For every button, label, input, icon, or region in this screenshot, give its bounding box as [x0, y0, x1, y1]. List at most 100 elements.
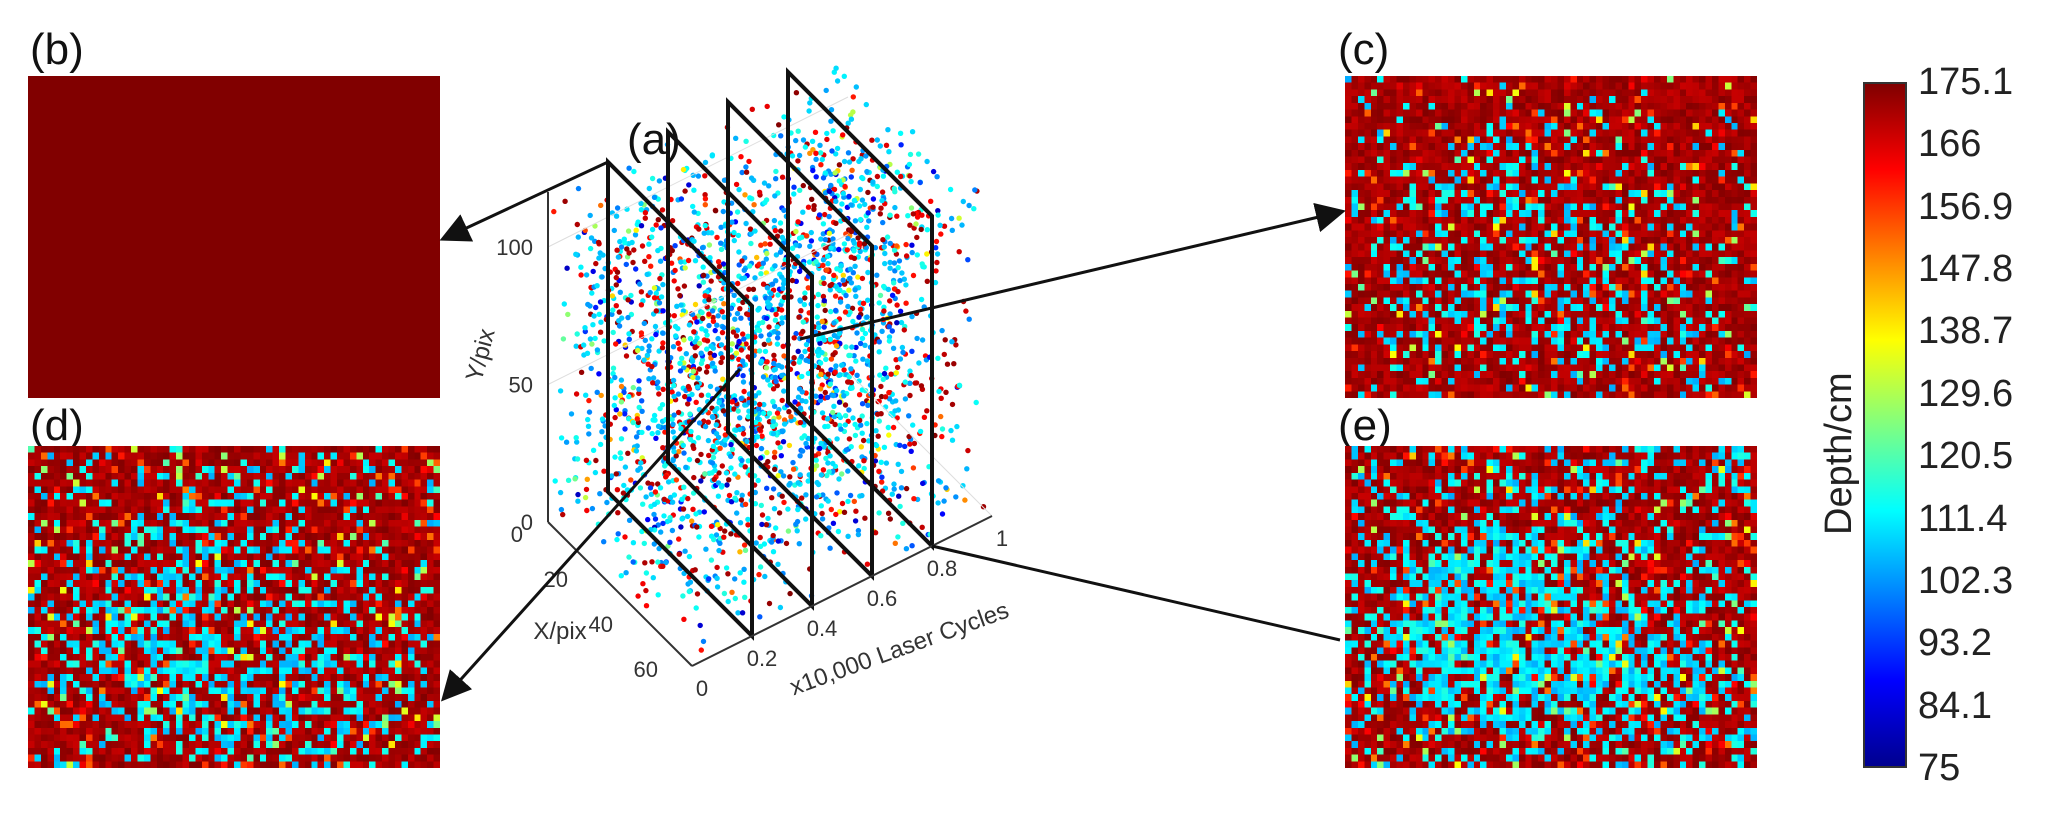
- scatter-point: [864, 358, 871, 364]
- scatter-point: [833, 283, 839, 289]
- scatter-point: [789, 245, 796, 251]
- scatter-point: [772, 227, 779, 234]
- scatter-point: [858, 444, 864, 450]
- scatter-point: [715, 335, 721, 342]
- scatter-point: [651, 511, 657, 518]
- scatter-point: [873, 428, 879, 434]
- scatter-point: [729, 446, 736, 452]
- scatter-point: [651, 194, 658, 200]
- scatter-point: [768, 539, 775, 545]
- scatter-point: [836, 246, 842, 253]
- scatter-point: [815, 291, 821, 298]
- scatter-point: [593, 457, 599, 464]
- scatter-point: [916, 360, 922, 366]
- scatter-point: [696, 366, 703, 372]
- scatter-point: [853, 344, 859, 351]
- scatter-point: [837, 299, 844, 305]
- scatter-point: [731, 229, 737, 236]
- scatter-point: [822, 307, 828, 314]
- axes: [547, 192, 993, 667]
- scatter-point: [599, 416, 606, 422]
- scatter-point: [740, 431, 747, 437]
- scatter-point: [766, 324, 772, 330]
- scatter-point: [959, 222, 965, 228]
- scatter-point: [696, 420, 703, 426]
- scatter-point: [752, 419, 759, 426]
- scatter-point: [731, 406, 737, 412]
- scatter-point: [609, 473, 615, 479]
- scatter-point: [587, 336, 594, 342]
- scatter-point: [691, 187, 697, 193]
- scatter-point: [732, 495, 738, 501]
- scatter-point: [850, 109, 856, 115]
- scatter-point: [770, 486, 777, 492]
- scatter-point: [856, 242, 863, 248]
- scatter-point: [820, 275, 827, 281]
- scatter-point: [805, 285, 811, 291]
- scatter-point: [714, 439, 720, 446]
- scatter-point: [887, 516, 893, 522]
- scatter-point: [827, 336, 833, 342]
- scatter-point: [938, 413, 944, 420]
- scatter-point: [702, 471, 708, 477]
- scatter-point: [700, 264, 706, 270]
- scatter-point: [769, 281, 776, 287]
- scatter-point: [717, 445, 723, 451]
- scatter-point: [623, 570, 629, 576]
- scatter-point: [842, 309, 849, 315]
- scatter-point: [807, 100, 813, 106]
- x-tick-label: 40: [589, 612, 613, 637]
- scatter-point: [887, 240, 893, 247]
- scatter-point: [650, 375, 657, 381]
- scatter-point: [895, 461, 901, 467]
- scatter-point: [738, 347, 745, 353]
- scatter-point: [859, 492, 865, 499]
- scatter-point: [919, 261, 925, 267]
- scatter-point: [803, 492, 809, 498]
- scatter-point: [596, 371, 602, 377]
- scatter-point: [704, 346, 710, 352]
- colorbar-tick-label: 175.1: [1918, 61, 2014, 103]
- scatter-point: [773, 378, 779, 385]
- scatter-point: [655, 423, 662, 429]
- scatter-point: [911, 225, 917, 231]
- scatter-point: [586, 409, 593, 415]
- scatter-point: [699, 309, 705, 316]
- scatter-point: [694, 375, 701, 381]
- scatter-point: [681, 484, 687, 490]
- scatter-point: [565, 477, 572, 483]
- scatter-point: [639, 398, 645, 404]
- scatter-point: [650, 380, 656, 386]
- scatter-point: [907, 151, 914, 158]
- scatter-point: [800, 319, 806, 325]
- scatter-point: [671, 393, 677, 400]
- scatter-point: [830, 392, 837, 399]
- scatter-point: [611, 402, 617, 409]
- scatter-point: [799, 495, 805, 501]
- scatter-point: [700, 638, 707, 645]
- scatter-point: [791, 335, 797, 341]
- scatter-point: [810, 167, 816, 174]
- scatter-point: [921, 414, 928, 420]
- z-tick-label: 1: [996, 526, 1008, 551]
- scatter-point: [704, 332, 710, 338]
- scatter-point: [908, 205, 915, 211]
- scatter-point: [641, 357, 647, 363]
- scatter-point: [964, 466, 970, 472]
- scatter-point: [642, 210, 649, 216]
- scatter-point: [980, 504, 987, 510]
- scatter-point: [614, 536, 620, 543]
- scatter-point: [635, 347, 641, 354]
- scatter-point: [817, 340, 823, 346]
- scatter-point: [617, 392, 624, 399]
- scatter-point: [791, 184, 797, 190]
- scatter-point: [558, 435, 565, 441]
- scatter-point: [778, 133, 784, 139]
- scatter-point: [734, 327, 741, 333]
- scatter-point: [857, 248, 863, 255]
- scatter-point: [863, 153, 869, 159]
- scatter-point: [796, 386, 803, 392]
- scatter-point: [690, 368, 697, 374]
- scatter-point: [676, 536, 682, 542]
- scatter-point: [830, 240, 836, 247]
